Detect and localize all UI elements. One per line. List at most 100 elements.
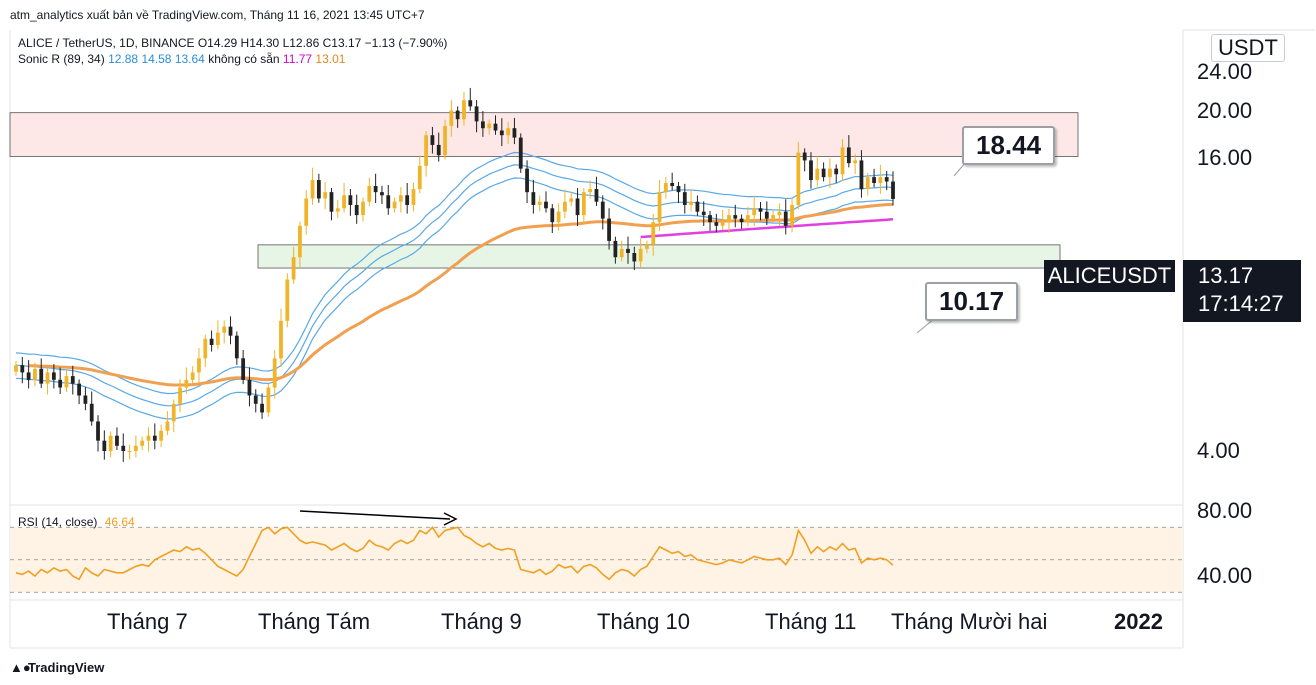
candle-body: [525, 168, 529, 193]
candle-body: [745, 215, 750, 223]
candle-body: [499, 130, 504, 136]
candle-body: [878, 177, 883, 184]
candle-body: [51, 372, 56, 380]
candle-body: [480, 121, 485, 129]
rsi-line: [15, 526, 894, 581]
price-tick-label: 4.00: [1197, 438, 1240, 463]
candle-body: [417, 165, 422, 190]
candle-body: [304, 198, 309, 226]
candle-body: [64, 376, 69, 388]
candle-body: [430, 135, 435, 145]
candle-body: [228, 326, 233, 336]
time-tick-label: 2022: [1114, 609, 1163, 634]
candle-body: [777, 211, 782, 216]
candle-body: [190, 372, 195, 380]
candle-body: [380, 192, 384, 196]
candle-body: [714, 222, 719, 226]
candle-body: [373, 186, 378, 193]
candle-body: [405, 195, 410, 205]
candle-body: [468, 100, 473, 107]
symbol-legend: ALICE / TetherUS, 1D, BINANCE O14.29 H14…: [18, 36, 448, 50]
sonic-value-4: 11.77: [282, 52, 313, 66]
candle-body: [790, 204, 794, 226]
rsi-layer: [10, 526, 1183, 593]
candle-body: [670, 183, 675, 187]
candle-body: [506, 128, 511, 136]
candle-body: [77, 383, 81, 396]
candles-layer: [14, 87, 895, 462]
candle-body: [298, 225, 302, 258]
candle-body: [115, 435, 119, 446]
price-tick-label: 20.00: [1197, 97, 1253, 123]
candle-body: [260, 403, 264, 413]
candle-body: [342, 195, 346, 209]
resistance-callout[interactable]: 18.44: [962, 126, 1056, 165]
currency-button[interactable]: USDT: [1211, 34, 1285, 62]
candle-body: [632, 252, 637, 262]
candle-body: [556, 211, 561, 223]
candle-body: [764, 211, 769, 219]
candle-body: [607, 218, 611, 241]
candle-body: [70, 376, 75, 384]
sonic-label: Sonic R (89, 34): [18, 52, 105, 66]
support-callout[interactable]: 10.17: [925, 282, 1019, 321]
candle-body: [247, 379, 252, 396]
candle-body: [727, 215, 731, 223]
candle-body: [626, 248, 630, 253]
last-price: 13.17: [1198, 263, 1254, 288]
rsi-tick-label: 80.00: [1197, 498, 1253, 523]
candle-body: [872, 177, 876, 184]
rsi-legend: RSI (14, close) 46.64: [18, 515, 135, 529]
candle-body: [701, 211, 706, 216]
candle-body: [569, 198, 574, 202]
zones-layer: [9, 112, 1079, 334]
candle-body: [834, 168, 839, 175]
candle-body: [424, 135, 429, 166]
divergence-arrow: [299, 510, 458, 526]
candle-body: [266, 387, 271, 413]
candle-body: [474, 106, 479, 122]
candle-body: [462, 100, 466, 120]
candle-body: [449, 110, 454, 126]
candle-body: [846, 147, 851, 164]
ema34-high-line: [15, 151, 894, 395]
candle-body: [285, 279, 290, 321]
candle-body: [165, 421, 170, 431]
candle-body: [487, 123, 492, 129]
candle-body: [33, 368, 37, 380]
candle-body: [184, 379, 189, 388]
candle-body: [171, 403, 176, 422]
candle-body: [96, 421, 100, 441]
candle-body: [518, 137, 523, 169]
candle-body: [386, 195, 391, 209]
candle-body: [58, 379, 63, 388]
candle-body: [436, 144, 441, 156]
candle-body: [657, 192, 662, 223]
candle-body: [720, 222, 725, 226]
candle-body: [752, 208, 757, 216]
candle-body: [581, 192, 586, 216]
candle-body: [537, 201, 542, 205]
candle-body: [348, 195, 353, 205]
candle-body: [39, 368, 44, 384]
candle-body: [367, 186, 372, 202]
resistance-zone: [9, 112, 1079, 157]
time-tick-label: Tháng Tám: [258, 609, 371, 634]
candle-body: [121, 445, 126, 451]
candle-body: [739, 218, 744, 223]
candle-body: [197, 358, 201, 373]
time-tick-label: Tháng 11: [765, 609, 857, 634]
candle-body: [316, 180, 321, 199]
candle-body: [638, 248, 643, 262]
candle-body: [796, 152, 801, 205]
candle-body: [291, 257, 296, 280]
candle-body: [216, 332, 220, 346]
candle-body: [600, 201, 605, 219]
candle-body: [20, 365, 25, 373]
candle-body: [828, 168, 832, 178]
candle-body: [689, 201, 693, 205]
candle-body: [493, 123, 498, 131]
candle-body: [133, 445, 138, 451]
candle-body: [354, 204, 359, 216]
